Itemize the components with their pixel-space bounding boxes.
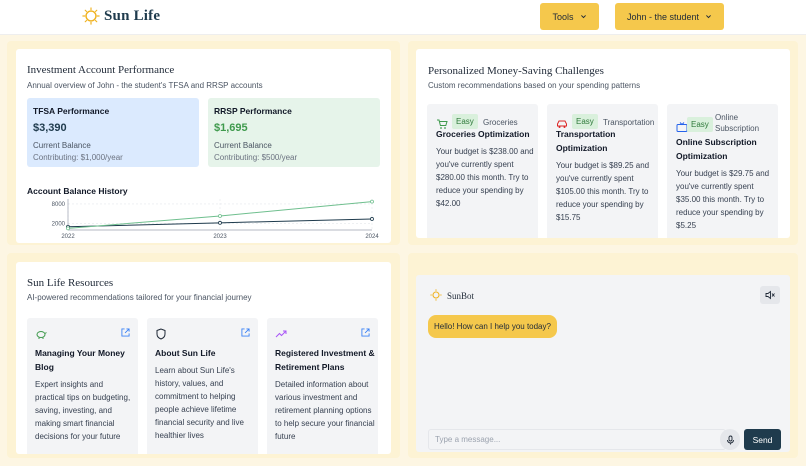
- challenge-category: Groceries: [483, 118, 518, 127]
- mic-button[interactable]: [720, 429, 740, 450]
- resource-body: Detailed information about various inves…: [275, 380, 375, 441]
- resource-body: Expert insights and practical tips on bu…: [35, 380, 131, 441]
- challenge-category: Transportation: [603, 118, 655, 127]
- series-point-0: [218, 220, 222, 225]
- resource-title: Managing Your Money Blog: [35, 348, 125, 372]
- challenge-title: Groceries Optimization: [436, 129, 530, 139]
- challenges-card: Personalized Money-Saving Challenges Cus…: [416, 49, 790, 238]
- external-link-icon[interactable]: [121, 328, 130, 337]
- shield-icon: [156, 328, 166, 340]
- tfsa-balance-label: Current Balance: [33, 141, 91, 150]
- car-icon: [557, 120, 567, 128]
- message-input[interactable]: [428, 429, 726, 450]
- rrsp-value: $1,695: [214, 122, 248, 134]
- resources-card: Sun Life Resources AI-powered recommenda…: [16, 262, 391, 454]
- balance-history-chart: 2000 8000 2022 2023 2024: [52, 199, 379, 240]
- user-label: John - the student: [626, 11, 700, 22]
- resource-card-about[interactable]: About Sun Life Learn about Sun Life's hi…: [147, 318, 258, 454]
- tools-label: Tools: [552, 11, 574, 22]
- resources-title: Sun Life Resources: [27, 277, 114, 289]
- tfsa-card: TFSA Performance $3,390 Current Balance …: [27, 98, 199, 167]
- challenge-body: Your budget is $89.25 and you've current…: [556, 161, 650, 222]
- microphone-icon: [726, 435, 734, 444]
- chevron-down-icon: [580, 15, 586, 19]
- chat-window: SunBot Hello! How can I help you today? …: [416, 275, 790, 452]
- mute-button[interactable]: [760, 286, 780, 304]
- challenge-card-groceries[interactable]: Easy Groceries Groceries Optimization Yo…: [427, 104, 538, 238]
- difficulty-badge: Easy: [452, 114, 478, 129]
- y-tick-label: 8000: [52, 202, 66, 208]
- sun-icon: [82, 7, 100, 25]
- cart-icon: [437, 119, 448, 129]
- difficulty-badge: Easy: [687, 117, 713, 132]
- x-tick-label: 2023: [213, 234, 227, 240]
- trending-up-icon: [275, 330, 287, 338]
- challenge-body: Your budget is $29.75 and you've current…: [676, 169, 770, 230]
- challenge-body: Your budget is $238.00 and you've curren…: [436, 147, 534, 208]
- bot-name: SunBot: [447, 291, 475, 301]
- resource-title: Registered Investment & Retirement Plans: [275, 348, 375, 372]
- challenge-title: Transportation Optimization: [556, 129, 616, 153]
- investment-subtitle: Annual overview of John - the student's …: [27, 81, 263, 90]
- challenges-title: Personalized Money-Saving Challenges: [428, 65, 604, 77]
- brand-name: Sun Life: [104, 7, 161, 24]
- send-button[interactable]: Send: [744, 429, 781, 450]
- challenges-panel: Personalized Money-Saving Challenges Cus…: [408, 41, 798, 245]
- series-point-1: [218, 214, 222, 218]
- x-tick-label: 2024: [365, 234, 379, 240]
- challenge-card-transportation[interactable]: Easy Transportation Transportation Optim…: [547, 104, 658, 238]
- y-tick-label: 2000: [52, 221, 66, 227]
- difficulty-badge: Easy: [572, 114, 598, 129]
- investment-card: Investment Account Performance Annual ov…: [16, 49, 391, 243]
- tfsa-contribution: Contributing: $1,000/year: [33, 153, 123, 162]
- external-link-icon[interactable]: [361, 328, 370, 337]
- rrsp-title: RRSP Performance: [214, 106, 292, 116]
- history-title: Account Balance History: [27, 186, 128, 196]
- chevron-down-icon: [706, 15, 711, 19]
- resource-title: About Sun Life: [155, 348, 216, 358]
- series-point-1: [66, 226, 70, 231]
- resource-card-investment-plans[interactable]: Registered Investment & Retirement Plans…: [267, 318, 378, 454]
- x-tick-label: 2022: [61, 234, 75, 240]
- brand-logo[interactable]: Sun Life: [82, 7, 160, 25]
- speaker-mute-icon: [765, 290, 775, 300]
- challenge-card-subscription[interactable]: Easy Online Subscription Online Subscrip…: [667, 104, 778, 238]
- resources-subtitle: AI-powered recommendations tailored for …: [27, 293, 252, 302]
- challenge-category: Online Subscription: [715, 113, 760, 133]
- series-point-0: [370, 217, 374, 221]
- rrsp-contribution: Contributing: $500/year: [214, 153, 298, 162]
- resource-body: Learn about Sun Life's history, values, …: [155, 366, 244, 440]
- investment-panel: Investment Account Performance Annual ov…: [7, 41, 400, 245]
- external-link-icon[interactable]: [241, 328, 250, 337]
- tfsa-value: $3,390: [33, 122, 67, 134]
- piggy-bank-icon: [36, 331, 47, 339]
- bot-message: Hello! How can I help you today?: [428, 315, 557, 338]
- challenges-subtitle: Custom recommendations based on your spe…: [428, 81, 641, 90]
- series-point-1: [370, 199, 374, 204]
- sun-icon: [430, 289, 442, 301]
- investment-title: Investment Account Performance: [27, 64, 175, 76]
- rrsp-card: RRSP Performance $1,695 Current Balance …: [208, 98, 380, 167]
- tools-button[interactable]: Tools: [540, 3, 599, 30]
- challenge-title: Online Subscription Optimization: [676, 137, 757, 161]
- tfsa-title: TFSA Performance: [33, 106, 110, 116]
- resources-panel: Sun Life Resources AI-powered recommenda…: [7, 253, 400, 458]
- rrsp-balance-label: Current Balance: [214, 141, 272, 150]
- user-menu-button[interactable]: John - the student: [615, 3, 724, 30]
- top-header: Sun Life Tools John - the student: [0, 0, 806, 35]
- chat-panel: SunBot Hello! How can I help you today? …: [408, 253, 798, 458]
- resource-card-blog[interactable]: Managing Your Money Blog Expert insights…: [27, 318, 138, 454]
